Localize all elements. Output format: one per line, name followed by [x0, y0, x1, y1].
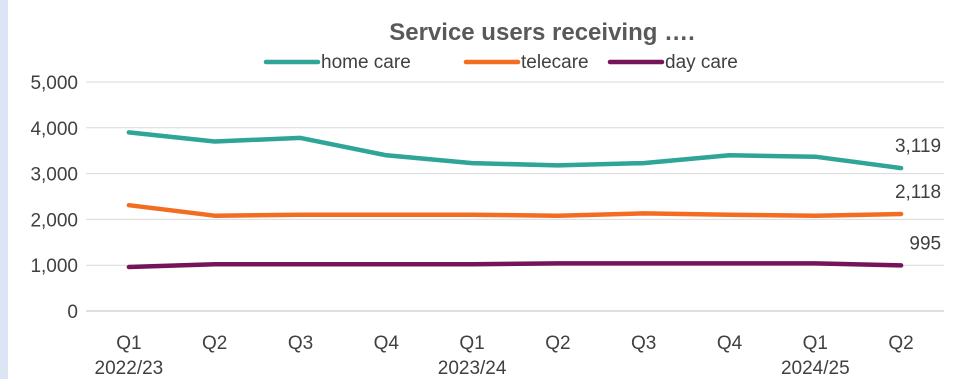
y-tick-label: 5,000	[30, 73, 78, 94]
data-label-day-care: 995	[909, 233, 941, 254]
series-line-home-care	[126, 130, 904, 171]
data-labels: 3,119 2,118 995	[895, 136, 941, 254]
x-tick-label: Q1	[459, 333, 484, 354]
series-line-telecare	[126, 202, 904, 218]
legend-label: telecare	[521, 52, 589, 73]
x-axis: Q1 Q2 Q3 Q4 Q1 Q2 Q3 Q4 Q1 Q2 2022/23 2023/24 2024/2…	[95, 333, 914, 379]
legend-label: home care	[321, 52, 411, 73]
gridlines	[86, 81, 944, 312]
x-tick-label: Q2	[888, 333, 913, 354]
x-tick-label: Q4	[374, 333, 400, 354]
x-group-label: 2024/25	[781, 358, 850, 379]
legend: home care telecare day care	[263, 52, 738, 73]
x-tick-label: Q1	[116, 333, 141, 354]
data-label-home-care: 3,119	[895, 136, 941, 157]
series-lines	[126, 130, 904, 270]
x-tick-label: Q2	[545, 333, 570, 354]
series-line-day-care	[126, 261, 904, 270]
x-tick-label: Q1	[803, 333, 828, 354]
x-tick-label: Q4	[717, 333, 743, 354]
y-tick-label: 1,000	[30, 256, 78, 277]
chart-title: Service users receiving ….	[389, 19, 695, 46]
y-axis: 0 1,000 2,000 3,000 4,000 5,000	[30, 73, 78, 323]
chart-card: Service users receiving …. home care tele…	[8, 0, 980, 379]
y-tick-label: 4,000	[30, 119, 78, 140]
x-group-label: 2022/23	[95, 358, 164, 379]
x-tick-label: Q3	[631, 333, 656, 354]
x-tick-label: Q3	[288, 333, 313, 354]
data-label-telecare: 2,118	[895, 182, 941, 203]
x-tick-label: Q2	[202, 333, 227, 354]
y-tick-label: 3,000	[30, 165, 78, 186]
x-group-label: 2023/24	[438, 358, 507, 379]
line-chart: Service users receiving …. home care tele…	[30, 19, 944, 379]
y-tick-label: 0	[67, 302, 78, 323]
y-tick-label: 2,000	[30, 210, 78, 231]
legend-label: day care	[665, 52, 738, 73]
